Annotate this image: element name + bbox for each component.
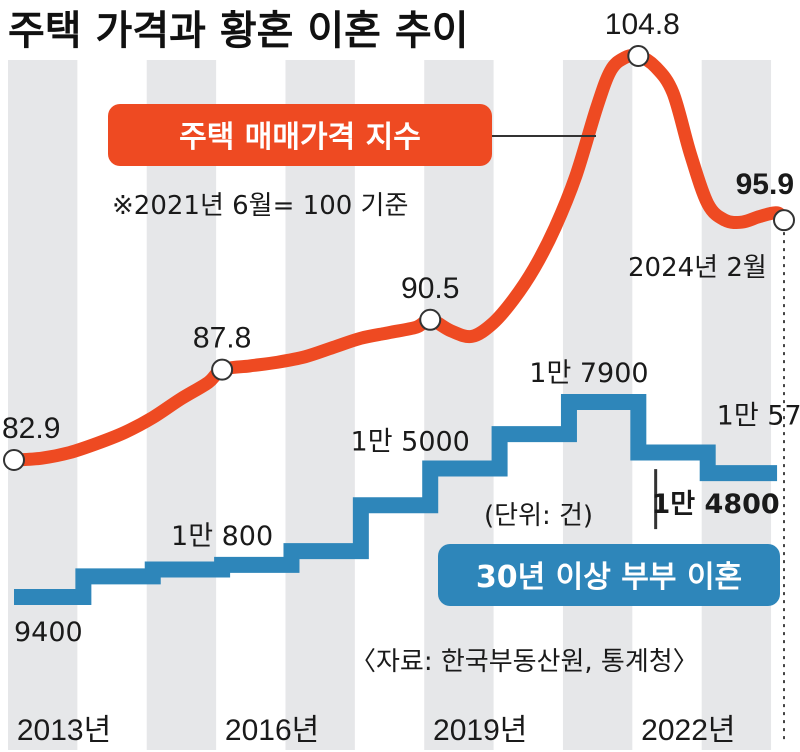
divorce-data-label: 1만 800 (171, 521, 273, 552)
end-date-label: 2024년 2월 (628, 253, 767, 283)
x-tick-label: 2016년 (225, 714, 319, 747)
price-data-label: 82.9 (2, 412, 60, 445)
price-legend-label: 주택 매매가격 지수 (179, 120, 421, 155)
x-tick-label: 2022년 (641, 714, 735, 747)
background-band (424, 60, 494, 750)
divorce-data-label: 1만 7900 (529, 358, 648, 389)
price-point-marker (211, 358, 234, 381)
source-note: 〈자료: 한국부동산원, 통계청〉 (350, 647, 699, 677)
price-point-marker (419, 308, 442, 331)
x-axis-ticks: 2013년 2016년 2019년 2022년 (17, 714, 736, 747)
divorce-legend-label: 30년 이상 부부 이혼 (476, 560, 742, 595)
price-basis-note: ※2021년 6월= 100 기준 (112, 191, 408, 221)
divorce-unit-note: (단위: 건) (484, 501, 593, 531)
x-tick-label: 2019년 (433, 714, 527, 747)
divorce-step-line (14, 394, 778, 605)
background-band (701, 60, 772, 750)
divorce-data-label: 1만 5700 (717, 400, 800, 431)
chart-title: 주택 가격과 황혼 이혼 추이 (8, 8, 469, 54)
price-point-marker (627, 45, 650, 67)
divorce-data-label: 1만 5000 (351, 427, 470, 458)
price-data-label: 90.5 (401, 272, 459, 305)
background-band (285, 60, 355, 750)
divorce-data-label: 9400 (14, 617, 83, 648)
price-data-label: 95.9 (736, 168, 794, 201)
background-band (8, 60, 78, 750)
price-point-marker (773, 209, 795, 232)
divorce-series (14, 394, 778, 605)
price-data-label: 87.8 (193, 322, 251, 355)
price-line (7, 48, 791, 467)
divorce-data-label: 1만 4800 (652, 489, 780, 520)
x-tick-label: 2013년 (17, 714, 111, 747)
price-point-marker (3, 449, 25, 471)
price-legend-box (108, 104, 492, 166)
price-series (3, 45, 795, 471)
divorce-legend: 30년 이상 부부 이혼 (단위: 건) (438, 501, 780, 606)
data-labels: 82.9 87.8 90.5 104.8 95.9 9400 1만 800 1만 5000 1만… (2, 8, 800, 648)
divorce-legend-box (438, 544, 780, 606)
price-data-label: 104.8 (605, 8, 680, 41)
price-legend: 주택 매매가격 지수 ※2021년 6월= 100 기준 (108, 104, 596, 221)
